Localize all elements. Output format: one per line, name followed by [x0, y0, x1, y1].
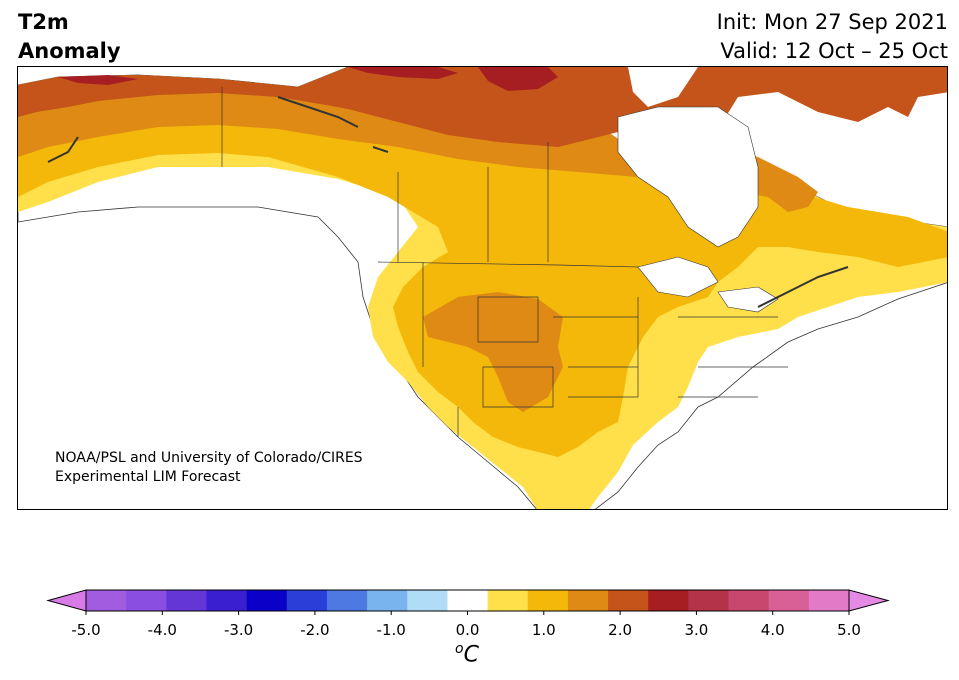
colorbar-tick-label: -2.0	[300, 621, 330, 639]
northern-rivers	[47, 96, 849, 308]
colorbar-bin	[648, 590, 689, 611]
colorbar-bin	[206, 590, 248, 611]
colorbar-bin	[407, 590, 448, 611]
anomaly-band-2.0-north	[18, 67, 638, 142]
credit-text: NOAA/PSL and University of Colorado/CIRE…	[55, 449, 363, 487]
colorbar-bin	[326, 590, 368, 611]
forecast-dates: Init: Mon 27 Sep 2021 Valid: 12 Oct – 25…	[717, 8, 948, 66]
colorbar-bin	[728, 590, 770, 611]
arctic-gap	[628, 67, 698, 107]
colorbar-bin	[688, 590, 730, 611]
colorbar-tick-label: -3.0	[223, 621, 254, 639]
colorbar-bin	[527, 590, 569, 611]
anomaly-band-2.5	[348, 67, 458, 79]
anomaly-core-southwest	[423, 292, 563, 412]
degree-symbol: o	[455, 641, 464, 657]
colorbar-tick-label: 2.0	[608, 621, 633, 639]
anomaly-band-1.0	[18, 67, 947, 457]
political-borders	[221, 87, 788, 437]
colorbar-bin	[246, 590, 288, 611]
colorbar-bin	[447, 590, 489, 611]
colorbar-bin	[487, 590, 529, 611]
colorbar-extend-low	[46, 589, 87, 612]
colorbar-bin	[608, 590, 649, 611]
colorbar-tick-label: 5.0	[837, 621, 861, 639]
credit-line-2: Experimental LIM Forecast	[55, 469, 241, 485]
anomaly-band-2.5-east	[478, 67, 558, 91]
anomaly-band-2.5-west	[58, 75, 138, 85]
colorbar-bin	[768, 590, 810, 611]
colorbar-unit-label: oC	[455, 641, 479, 667]
colorbar-bin	[286, 590, 328, 611]
colorbar-tick-label: -1.0	[376, 621, 406, 639]
hudson-bay	[617, 106, 759, 248]
anomaly-map-canvas	[18, 67, 947, 509]
colorbar-tick-label: -4.0	[147, 621, 177, 639]
colorbar-bin	[86, 590, 127, 611]
colorbar-tick-label: 3.0	[684, 621, 709, 639]
great-lakes	[637, 256, 779, 313]
colorbar-bin	[567, 590, 609, 611]
credit-line-1: NOAA/PSL and University of Colorado/CIRE…	[55, 450, 363, 466]
colorbar-bin	[367, 590, 408, 611]
colorbar-tick-label: 0.0	[455, 621, 480, 639]
colorbar-tick-label: -5.0	[71, 621, 101, 639]
colorbar-bin	[808, 590, 850, 611]
title-line-1: T2m	[18, 10, 69, 34]
init-date: Init: Mon 27 Sep 2021	[716, 10, 948, 34]
colorbar-tick-label: 1.0	[531, 621, 556, 639]
unit-letter: C	[463, 642, 479, 668]
valid-date: Valid: 12 Oct – 25 Oct	[720, 39, 948, 63]
colorbar-bin	[126, 590, 167, 611]
colorbar-tick-label: 4.0	[760, 621, 785, 639]
map-title: T2m Anomaly	[18, 8, 121, 66]
anomaly-map	[17, 66, 948, 510]
title-line-2: Anomaly	[18, 39, 121, 63]
colorbar-extend-high	[848, 589, 890, 612]
colorbar	[46, 589, 890, 615]
colorbar-bin	[166, 590, 207, 611]
